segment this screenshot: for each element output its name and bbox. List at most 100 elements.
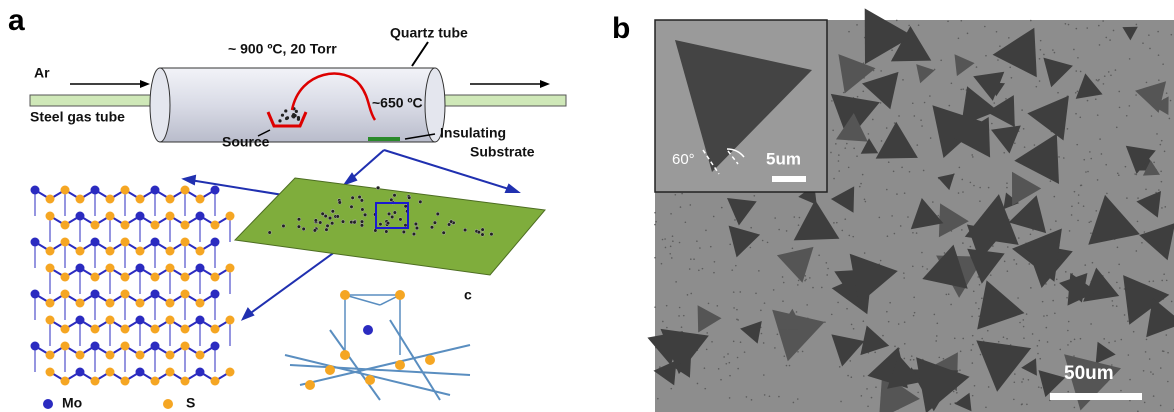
speck (1077, 57, 1079, 59)
speck (871, 397, 873, 399)
speck (1073, 49, 1075, 51)
atom (313, 229, 317, 233)
speck (778, 229, 780, 231)
speck (761, 333, 763, 335)
speck (1109, 39, 1111, 41)
speck (1013, 259, 1015, 261)
speck (733, 307, 735, 309)
speck (910, 359, 912, 361)
atom (151, 238, 160, 247)
speck (1098, 25, 1100, 27)
speck (1046, 327, 1048, 329)
atom (136, 351, 145, 360)
atom (136, 299, 145, 308)
speck (847, 375, 849, 377)
atom (106, 264, 115, 273)
speck (1014, 381, 1016, 383)
speck (1157, 31, 1159, 33)
speck (666, 327, 668, 329)
speck (1023, 326, 1025, 328)
speck (894, 346, 896, 348)
speck (962, 191, 964, 193)
speck (1136, 250, 1138, 252)
speck (1135, 94, 1137, 96)
speck (783, 355, 785, 357)
speck (980, 354, 982, 356)
speck (831, 100, 833, 102)
speck (1149, 281, 1151, 283)
speck (1083, 159, 1085, 161)
atom (268, 231, 272, 235)
atom (399, 218, 403, 222)
arrow-head (540, 80, 550, 88)
speck (1108, 272, 1110, 274)
speck (1080, 71, 1082, 73)
atom (436, 212, 440, 216)
particle (297, 116, 300, 119)
speck (1090, 232, 1092, 234)
atom (166, 299, 175, 308)
speck (991, 123, 993, 125)
speck (880, 102, 882, 104)
atom (415, 226, 419, 230)
speck (1065, 271, 1067, 273)
atom (386, 221, 390, 225)
speck (1067, 128, 1069, 130)
atom (211, 238, 220, 247)
speck (972, 344, 974, 346)
speck (1153, 162, 1155, 164)
atom (211, 377, 220, 386)
speck (1075, 113, 1077, 115)
atom (106, 316, 115, 325)
atom (363, 213, 367, 217)
speck (1076, 144, 1078, 146)
speck (971, 316, 973, 318)
speck (1050, 180, 1052, 182)
speck (1075, 92, 1077, 94)
speck (872, 119, 874, 121)
atom (181, 377, 190, 386)
speck (1113, 30, 1115, 32)
speck (733, 291, 735, 293)
speck (1023, 128, 1025, 130)
speck (1136, 24, 1138, 26)
speck (859, 186, 861, 188)
speck (848, 235, 850, 237)
atom (136, 247, 145, 256)
atom (181, 238, 190, 247)
speck (690, 258, 692, 260)
speck (735, 265, 737, 267)
atom (46, 195, 55, 204)
speck (1104, 75, 1106, 77)
speck (861, 395, 863, 397)
substrate-plate (235, 178, 545, 275)
speck (1103, 338, 1105, 340)
speck (896, 193, 898, 195)
atom (151, 186, 160, 195)
panel-label: b (612, 12, 630, 45)
speck (1021, 381, 1023, 383)
atom (360, 220, 364, 224)
speck (697, 383, 699, 385)
atom (358, 195, 362, 199)
speck (1054, 52, 1056, 54)
bond (330, 330, 380, 400)
atom (31, 186, 40, 195)
speck (912, 232, 914, 234)
speck (838, 154, 840, 156)
speck (711, 341, 713, 343)
speck (758, 270, 760, 272)
speck (720, 379, 722, 381)
atom (305, 380, 315, 390)
atom (226, 212, 235, 221)
speck (1006, 182, 1008, 184)
speck (1037, 353, 1039, 355)
speck (837, 302, 839, 304)
speck (699, 247, 701, 249)
speck (806, 304, 808, 306)
atom (302, 227, 306, 231)
speck (698, 269, 700, 271)
atom (211, 342, 220, 351)
speck (773, 289, 775, 291)
atom (390, 198, 394, 202)
